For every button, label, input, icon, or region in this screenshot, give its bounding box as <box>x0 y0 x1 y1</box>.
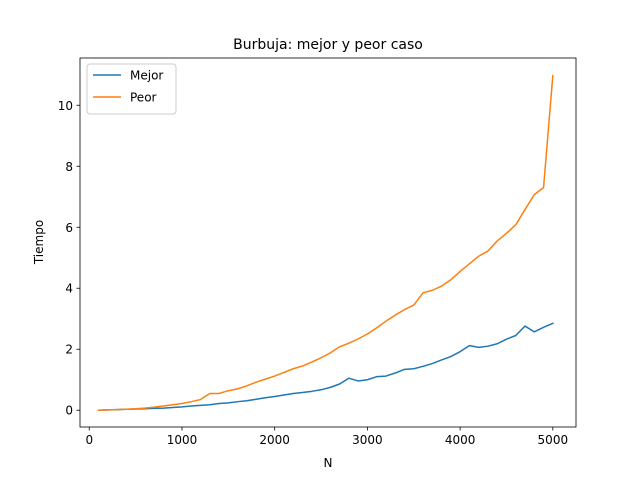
plot-area: 0 1000 2000 3000 4000 5000 0 2 4 6 8 10 <box>58 57 577 447</box>
y-tick-label: 8 <box>65 160 73 174</box>
x-tick-label: 4000 <box>445 433 476 447</box>
x-tick-label: 1000 <box>167 433 198 447</box>
x-tick-label: 2000 <box>259 433 290 447</box>
series-line-peor <box>97 74 554 412</box>
axes-frame <box>79 57 577 428</box>
x-tick-label: 0 <box>85 433 93 447</box>
y-tick-label: 4 <box>65 282 73 296</box>
legend: Mejor Peor <box>86 63 177 115</box>
series-line-mejor <box>97 322 554 412</box>
x-tick-label: 5000 <box>538 433 569 447</box>
y-tick-label: 6 <box>65 221 73 235</box>
legend-box <box>86 63 177 115</box>
x-tick-label: 3000 <box>352 433 383 447</box>
y-tick-label: 2 <box>65 343 73 357</box>
x-axis-label: N <box>324 456 333 470</box>
legend-label-mejor: Mejor <box>130 69 163 83</box>
chart-title: Burbuja: mejor y peor caso <box>233 37 423 53</box>
legend-label-peor: Peor <box>130 91 157 105</box>
y-tick-label: 10 <box>58 99 73 113</box>
y-axis-label: Tiempo <box>32 220 46 265</box>
y-tick-label: 0 <box>65 404 73 418</box>
